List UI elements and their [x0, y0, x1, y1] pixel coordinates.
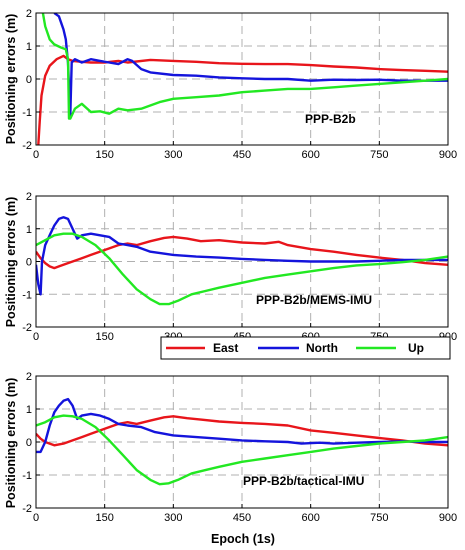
y-axis-label: Positioning errors (m) [4, 14, 18, 145]
legend-label-north: North [306, 341, 338, 355]
series-group [36, 397, 448, 486]
y-tick-label: -2 [22, 140, 32, 152]
legend: East North Up [160, 336, 451, 360]
y-tick-label: 1 [26, 404, 32, 416]
y-tick-label: 0 [26, 257, 32, 269]
legend-box [160, 336, 451, 360]
x-tick-label: 300 [164, 149, 182, 161]
series-group [36, 216, 448, 306]
chart-panels: -2 -1 0 1 2 0 150 300 450 600 750 900 PPP-B2b -2 -1 0 1 2… [22, 8, 457, 524]
y-tick-label: 0 [26, 437, 32, 449]
x-tick-label: 150 [95, 149, 113, 161]
x-tick-label: 600 [301, 512, 319, 524]
series-line-north [36, 216, 448, 296]
series-line-east [36, 235, 448, 270]
y-tick-label: -1 [22, 289, 32, 301]
y-tick-label: 2 [26, 191, 32, 203]
legend-label-up: Up [408, 341, 424, 355]
panel-3: -2 -1 0 1 2 0 150 300 450 600 750 900 PPP-B2b/tactic… [22, 371, 457, 524]
x-tick-label: 450 [233, 149, 251, 161]
y-tick-label: -1 [22, 470, 32, 482]
x-tick-label: 150 [95, 331, 113, 343]
legend-label-east: East [213, 341, 238, 355]
series-line-east [37, 54, 448, 145]
series-group [37, 13, 448, 145]
x-tick-label: 900 [439, 512, 457, 524]
x-tick-label: 150 [95, 512, 113, 524]
panel-label: PPP-B2b/MEMS-IMU [256, 293, 372, 307]
x-tick-label: 450 [233, 512, 251, 524]
panel-label: PPP-B2b [305, 112, 356, 126]
y-tick-label: -2 [22, 322, 32, 334]
x-tick-label: 750 [370, 512, 388, 524]
y-tick-label: 2 [26, 8, 32, 20]
x-tick-label: 600 [301, 149, 319, 161]
series-line-up [36, 414, 448, 486]
x-tick-label: 0 [33, 149, 39, 161]
x-tick-label: 900 [439, 149, 457, 161]
y-axis-label: Positioning errors (m) [4, 378, 18, 509]
x-axis-label: Epoch (1s) [211, 532, 275, 546]
y-tick-label: 0 [26, 74, 32, 86]
x-tick-label: 300 [164, 512, 182, 524]
y-tick-label: 1 [26, 41, 32, 53]
y-tick-label: 1 [26, 224, 32, 236]
x-tick-label: 750 [370, 149, 388, 161]
y-tick-label: -2 [22, 503, 32, 515]
x-tick-label: 0 [33, 512, 39, 524]
series-line-east [36, 415, 448, 447]
panel-label: PPP-B2b/tactical-IMU [243, 474, 364, 488]
panel-2: -2-10120150300450600750900PPP-B2b/MEMS-I… [22, 191, 457, 343]
series-line-up [36, 232, 448, 306]
series-line-north [36, 397, 448, 454]
panel-1: -2 -1 0 1 2 0 150 300 450 600 750 900 PPP-B2b [22, 8, 457, 161]
y-tick-label: 2 [26, 371, 32, 383]
series-line-up [41, 13, 448, 120]
y-tick-label: -1 [22, 107, 32, 119]
y-axis-label: Positioning errors (m) [4, 197, 18, 328]
x-tick-label: 0 [33, 331, 39, 343]
